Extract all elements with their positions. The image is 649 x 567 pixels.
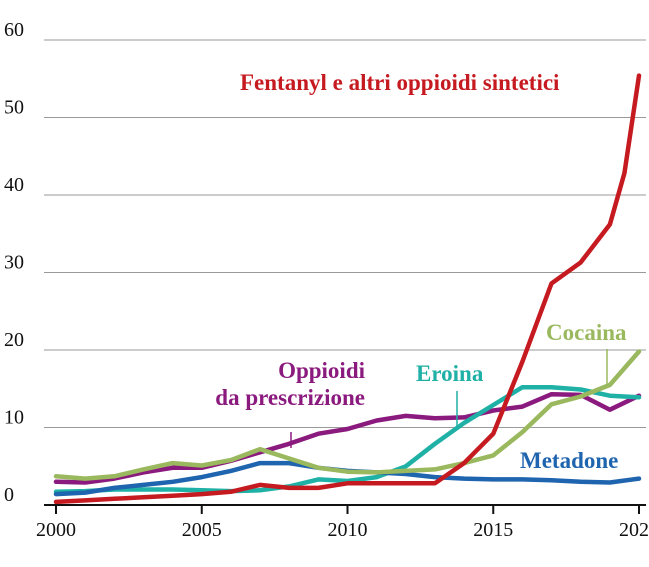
series-line-oppioidi-da-prescrizione — [53, 391, 642, 485]
x-axis: 2000 2005 2010 2015 2020 — [36, 504, 649, 541]
y-tick-label: 60 — [4, 19, 24, 41]
series-line-fentanyl-e-altri-oppioidi-sintetici — [53, 73, 642, 505]
y-tick-label: 50 — [4, 97, 24, 119]
series-label-cocaina: Cocaina — [546, 320, 627, 345]
x-tick-label: 2000 — [36, 519, 76, 541]
series-label-metadone: Metadone — [520, 448, 618, 473]
series-line-cocaina — [53, 349, 642, 481]
gridlines: 0 10 20 30 40 50 60 — [4, 19, 646, 506]
series-label-fentanyl-e-altri-oppioidi-sintetici: Fentanyl e altri oppioidi sintetici — [240, 70, 560, 95]
x-tick-label: 2015 — [473, 519, 513, 541]
series-labels: Oppioidi da prescrizione Eroina Metadone Coc… — [215, 70, 627, 473]
x-tick-label: 2020 — [619, 519, 649, 541]
series-lines — [53, 73, 642, 505]
y-tick-label: 20 — [4, 329, 24, 351]
x-tick-label: 2010 — [328, 519, 368, 541]
series-label-oppioidi-da-prescrizione: Oppioidi da prescrizione — [215, 358, 365, 410]
series-line-eroina — [53, 384, 642, 495]
y-tick-label: 30 — [4, 252, 24, 274]
series-label-eroina: Eroina — [416, 361, 484, 386]
y-tick-label: 40 — [4, 174, 24, 196]
y-tick-label: 10 — [4, 407, 24, 429]
x-tick-label: 2005 — [182, 519, 222, 541]
y-tick-label: 0 — [4, 484, 14, 506]
